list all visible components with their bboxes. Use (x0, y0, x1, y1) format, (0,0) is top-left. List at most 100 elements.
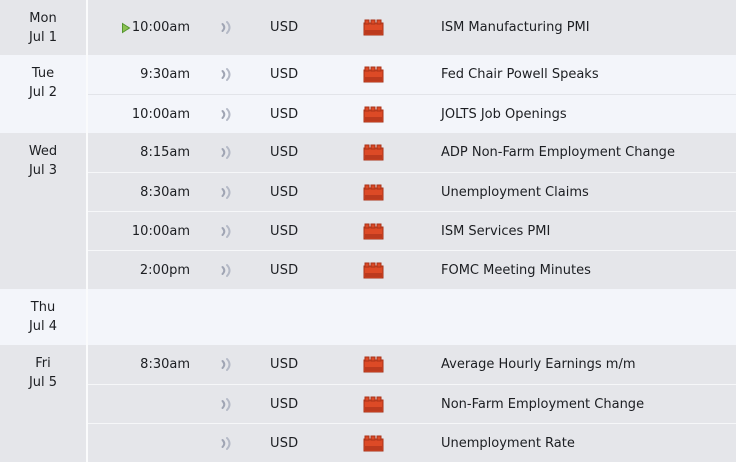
sound-alert[interactable] (190, 107, 262, 122)
day-date: Jul 2 (28, 85, 58, 100)
day-events: 9:30am USD Fed Chair Powell Speaks 10:00… (88, 55, 736, 133)
day-date: Jul 4 (28, 319, 58, 334)
sound-waves-icon (219, 224, 233, 239)
impact-indicator (362, 223, 441, 240)
event-row[interactable]: USD Non-Farm Employment Change (88, 384, 736, 423)
event-currency: USD (270, 396, 299, 412)
event-title: ISM Services PMI (441, 223, 551, 239)
day-block-mon-jul-1: Mon Jul 1 10:00am USD (0, 0, 736, 55)
event-time: 2:00pm (88, 263, 190, 278)
sound-waves-icon (219, 67, 233, 82)
high-impact-factory-icon (363, 106, 384, 123)
sound-alert[interactable] (190, 185, 262, 200)
impact-indicator (362, 396, 441, 413)
event-title: Unemployment Claims (441, 184, 589, 200)
event-row[interactable]: 10:00am USD JOLTS Job Openings (88, 94, 736, 133)
event-currency: USD (270, 357, 299, 372)
time-text: 10:00am (131, 106, 190, 122)
event-title: FOMC Meeting Minutes (441, 262, 591, 278)
day-date: Jul 5 (28, 375, 58, 390)
no-events-space (88, 289, 736, 345)
day-label: Thu Jul 4 (0, 289, 88, 345)
event-currency: USD (270, 67, 299, 82)
high-impact-factory-icon (363, 356, 384, 373)
high-impact-factory-icon (363, 223, 384, 240)
day-label: Wed Jul 3 (0, 133, 88, 289)
day-events: 10:00am USD ISM Manufacturing PMI (88, 0, 736, 55)
day-date: Jul 3 (28, 163, 58, 178)
impact-indicator (362, 262, 441, 279)
event-row[interactable]: 8:30am USD Average Hourly Earnings m/m (88, 345, 736, 384)
sound-alert[interactable] (190, 436, 262, 451)
day-block-tue-jul-2: Tue Jul 2 9:30am USD Fed Chair Powell Sp… (0, 55, 736, 133)
event-currency: USD (270, 435, 299, 451)
event-row[interactable]: 2:00pm USD FOMC Meeting Minutes (88, 250, 736, 289)
day-name: Wed (28, 144, 58, 159)
event-title: Non-Farm Employment Change (441, 396, 645, 412)
day-label: Tue Jul 2 (0, 55, 88, 133)
event-title: Fed Chair Powell Speaks (441, 67, 599, 82)
event-currency: USD (270, 184, 299, 200)
event-title: ISM Manufacturing PMI (441, 20, 590, 35)
impact-indicator (362, 435, 441, 452)
time-text: 10:00am (131, 20, 190, 35)
day-name: Thu (30, 300, 56, 315)
sound-waves-icon (219, 436, 233, 451)
event-currency: USD (270, 145, 299, 160)
sound-alert[interactable] (190, 263, 262, 278)
day-name: Mon (29, 11, 57, 26)
event-time: 8:30am (88, 357, 190, 372)
sound-waves-icon (219, 357, 233, 372)
sound-waves-icon (219, 145, 233, 160)
sound-alert[interactable] (190, 397, 262, 412)
impact-indicator (362, 106, 441, 123)
event-time: 10:00am (88, 20, 190, 35)
event-title: ADP Non-Farm Employment Change (441, 145, 675, 160)
day-name: Fri (35, 356, 51, 371)
sound-alert[interactable] (190, 357, 262, 372)
impact-indicator (362, 356, 441, 373)
high-impact-factory-icon (363, 262, 384, 279)
day-events: 8:15am USD ADP Non-Farm Employment Chang… (88, 133, 736, 289)
event-row[interactable]: 9:30am USD Fed Chair Powell Speaks (88, 55, 736, 94)
day-block-fri-jul-5: Fri Jul 5 8:30am USD Average Hourly Earn… (0, 345, 736, 462)
event-row[interactable]: 8:15am USD ADP Non-Farm Employment Chang… (88, 133, 736, 172)
day-events: 8:30am USD Average Hourly Earnings m/m U… (88, 345, 736, 462)
day-block-thu-jul-4: Thu Jul 4 (0, 289, 736, 345)
day-label: Fri Jul 5 (0, 345, 88, 462)
sound-waves-icon (219, 107, 233, 122)
event-row[interactable]: 10:00am USD ISM Manufacturing PMI (88, 0, 736, 55)
sound-waves-icon (219, 397, 233, 412)
event-row[interactable]: 8:30am USD Unemployment Claims (88, 172, 736, 211)
high-impact-factory-icon (363, 66, 384, 83)
sound-alert[interactable] (190, 145, 262, 160)
event-time: 10:00am (88, 224, 190, 239)
sound-waves-icon (219, 20, 233, 35)
sound-alert[interactable] (190, 67, 262, 82)
event-currency: USD (270, 106, 299, 122)
event-time: 9:30am (88, 67, 190, 82)
high-impact-factory-icon (363, 435, 384, 452)
event-title: JOLTS Job Openings (441, 106, 567, 122)
sound-waves-icon (219, 185, 233, 200)
event-row[interactable]: 10:00am USD ISM Services PMI (88, 211, 736, 250)
event-time: 8:30am (88, 185, 190, 200)
high-impact-factory-icon (363, 19, 384, 36)
event-currency: USD (270, 262, 299, 278)
impact-indicator (362, 184, 441, 201)
event-currency: USD (270, 20, 299, 35)
time-text: 9:30am (140, 67, 190, 82)
time-text: 10:00am (131, 223, 190, 239)
high-impact-factory-icon (363, 144, 384, 161)
event-time: 10:00am (88, 107, 190, 122)
event-time: 8:15am (88, 145, 190, 160)
day-block-wed-jul-3: Wed Jul 3 8:15am USD ADP Non-Farm Employ… (0, 133, 736, 289)
high-impact-factory-icon (363, 184, 384, 201)
day-name: Tue (31, 66, 55, 81)
day-label: Mon Jul 1 (0, 0, 88, 55)
sound-alert[interactable] (190, 224, 262, 239)
event-row[interactable]: USD Unemployment Rate (88, 423, 736, 462)
sound-alert[interactable] (190, 20, 262, 35)
time-text: 8:15am (140, 145, 190, 160)
